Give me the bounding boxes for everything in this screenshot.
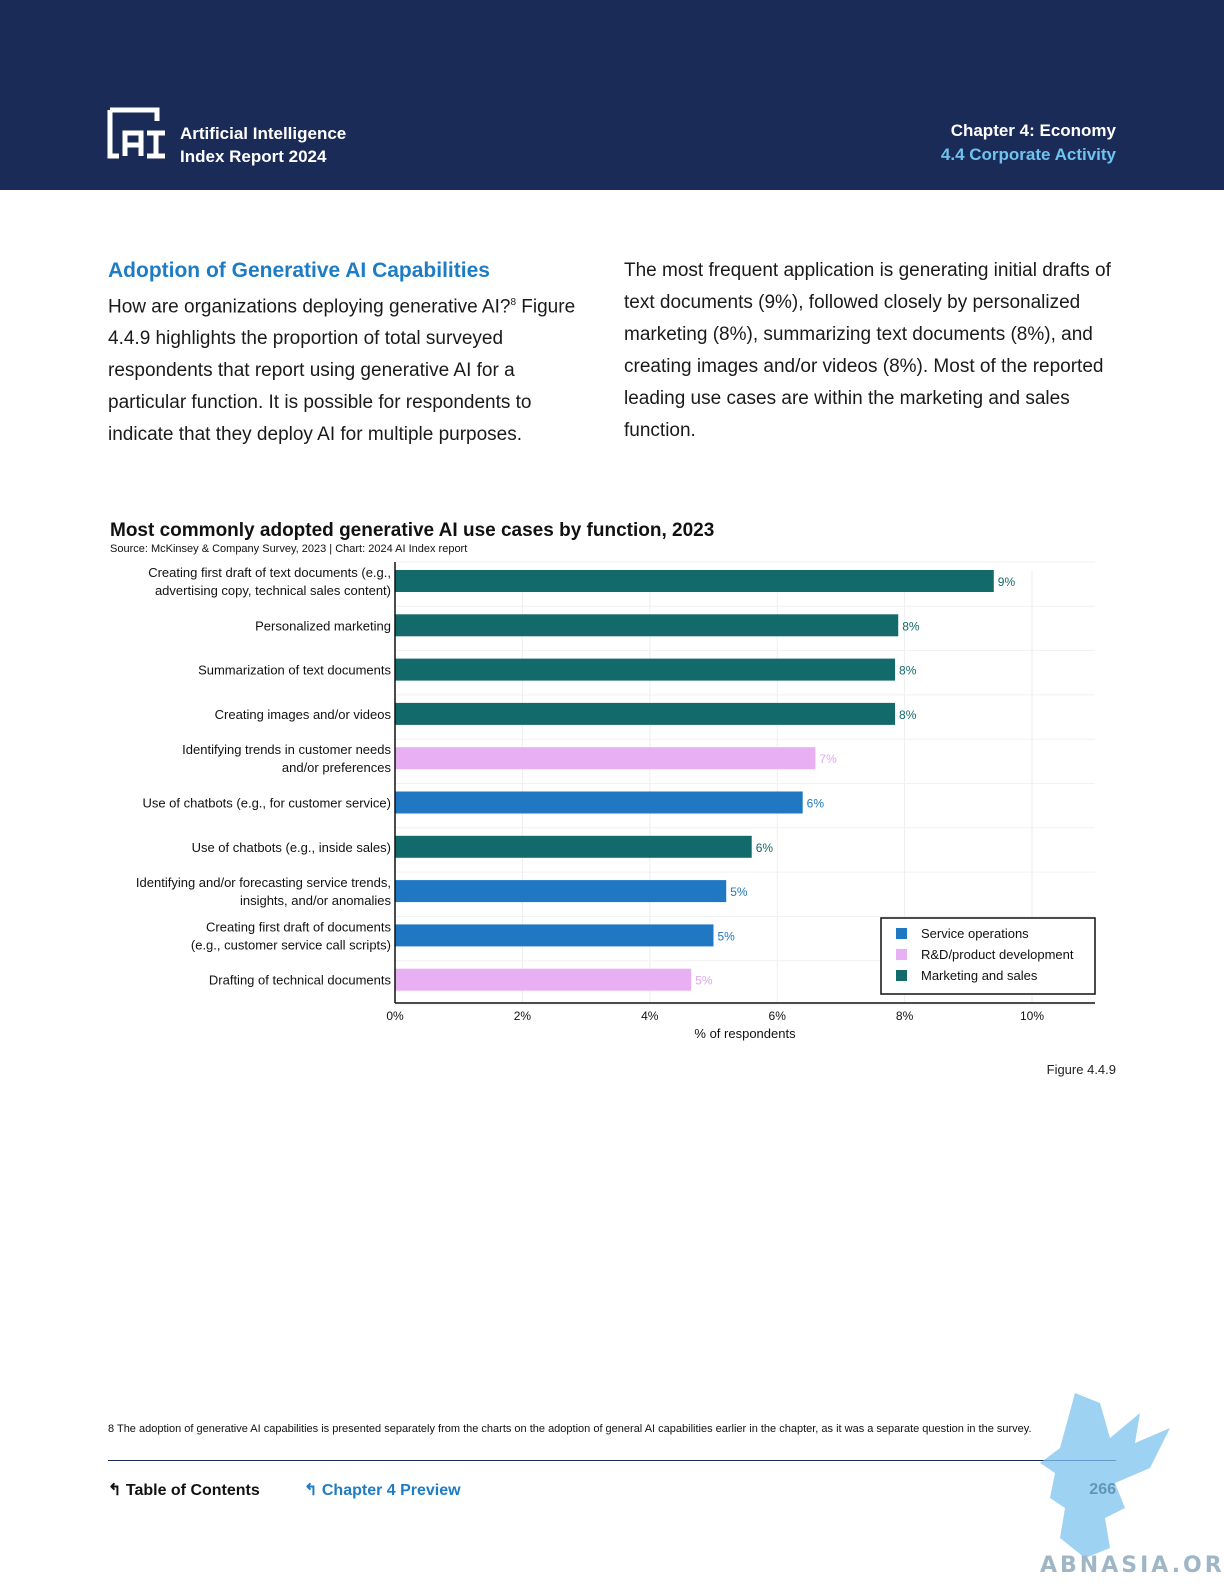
intro-text: How are organizations deploying generati…	[108, 296, 511, 318]
bar	[395, 747, 816, 770]
intro-right-column: The most frequent application is generat…	[624, 255, 1114, 447]
category-label: Identifying trends in customer needs	[182, 742, 391, 757]
footnote-ref[interactable]: 8	[510, 297, 516, 308]
watermark-text: ABNASIA.ORG	[1040, 1553, 1224, 1578]
brand-line-2: Index Report 2024	[180, 147, 327, 166]
bar-value-label: 5%	[730, 885, 748, 899]
bar-value-label: 7%	[819, 752, 837, 766]
brand-line-1: Artificial Intelligence	[180, 124, 347, 143]
section-heading: Adoption of Generative AI Capabilities	[108, 259, 490, 282]
category-label: Creating first draft of text documents (…	[148, 565, 391, 580]
intro-left-column: Adoption of Generative AI Capabilities H…	[108, 255, 588, 451]
category-label: and/or preferences	[282, 760, 392, 775]
bar	[395, 658, 896, 681]
x-tick-label: 10%	[1020, 1009, 1044, 1023]
category-label: Use of chatbots (e.g., inside sales)	[192, 840, 391, 855]
x-tick-label: 6%	[769, 1009, 787, 1023]
legend-swatch	[896, 928, 907, 939]
bar-chart: 9% Creating first draft of text documents…	[136, 561, 1096, 1041]
bar	[395, 968, 692, 991]
section-title: 4.4 Corporate Activity	[940, 145, 1116, 164]
category-label: advertising copy, technical sales conten…	[155, 583, 391, 598]
bar	[395, 614, 899, 637]
category-label: (e.g., customer service call scripts)	[191, 937, 391, 952]
bar-value-label: 9%	[998, 575, 1016, 589]
legend-box	[880, 917, 1096, 995]
griffin-watermark-icon	[1040, 1393, 1170, 1558]
x-tick-label: 8%	[896, 1009, 914, 1023]
bar-value-label: 6%	[807, 797, 825, 811]
category-label: Use of chatbots (e.g., for customer serv…	[142, 796, 391, 811]
toc-label: Table of Contents	[125, 1482, 260, 1499]
chapter-info: Chapter 4: Economy 4.4 Corporate Activit…	[941, 119, 1116, 167]
bar-value-label: 5%	[695, 974, 713, 988]
bar-value-label: 8%	[899, 664, 917, 678]
bar-value-label: 8%	[902, 619, 920, 633]
return-arrow-icon: ↰	[108, 1482, 122, 1499]
legend-swatch	[896, 949, 907, 960]
ai-index-logo	[107, 107, 165, 159]
analysis-paragraph: The most frequent application is generat…	[624, 260, 1111, 441]
bar	[395, 924, 714, 947]
chart-source: Source: McKinsey & Company Survey, 2023 …	[110, 543, 468, 555]
chapter-preview-link[interactable]: ↰ Chapter 4 Preview	[304, 1480, 461, 1500]
brand-title: Artificial Intelligence Index Report 202…	[180, 122, 346, 168]
x-tick-label: 2%	[514, 1009, 532, 1023]
legend-label: R&D/product development	[921, 947, 1074, 962]
figure-label: Figure 4.4.9	[1046, 1062, 1116, 1077]
bar	[395, 791, 803, 814]
x-axis-title: % of respondents	[694, 1026, 796, 1041]
category-label: Identifying and/or forecasting service t…	[136, 875, 391, 890]
bar	[395, 880, 727, 903]
bar-value-label: 8%	[899, 708, 917, 722]
bar-value-label: 5%	[718, 929, 736, 943]
category-label: Creating images and/or videos	[215, 707, 392, 722]
x-tick-label: 0%	[386, 1009, 404, 1023]
footnote: 8 The adoption of generative AI capabili…	[108, 1423, 1032, 1435]
chart-title: Most commonly adopted generative AI use …	[110, 520, 715, 541]
footer-divider	[108, 1460, 1116, 1461]
category-label: Personalized marketing	[255, 618, 391, 633]
legend-label: Marketing and sales	[921, 968, 1038, 983]
report-header: Artificial Intelligence Index Report 202…	[0, 0, 1224, 190]
category-label: insights, and/or anomalies	[240, 893, 392, 908]
category-label: Summarization of text documents	[198, 663, 391, 678]
return-arrow-icon: ↰	[304, 1482, 318, 1499]
legend-label: Service operations	[921, 926, 1029, 941]
chapter-preview-label: Chapter 4 Preview	[321, 1482, 461, 1499]
table-of-contents-link[interactable]: ↰ Table of Contents	[108, 1480, 260, 1500]
bar-value-label: 6%	[756, 841, 774, 855]
x-tick-label: 4%	[641, 1009, 659, 1023]
category-label: Creating first draft of documents	[206, 919, 391, 934]
legend-swatch	[896, 970, 907, 981]
bar	[395, 835, 752, 858]
intro-paragraph: How are organizations deploying generati…	[108, 287, 588, 451]
category-label: Drafting of technical documents	[209, 973, 392, 988]
bar	[395, 570, 994, 592]
bar	[395, 702, 896, 725]
chapter-title: Chapter 4: Economy	[950, 121, 1116, 140]
intro-text-cont: Figure 4.4.9 highlights the proportion o…	[108, 296, 576, 446]
